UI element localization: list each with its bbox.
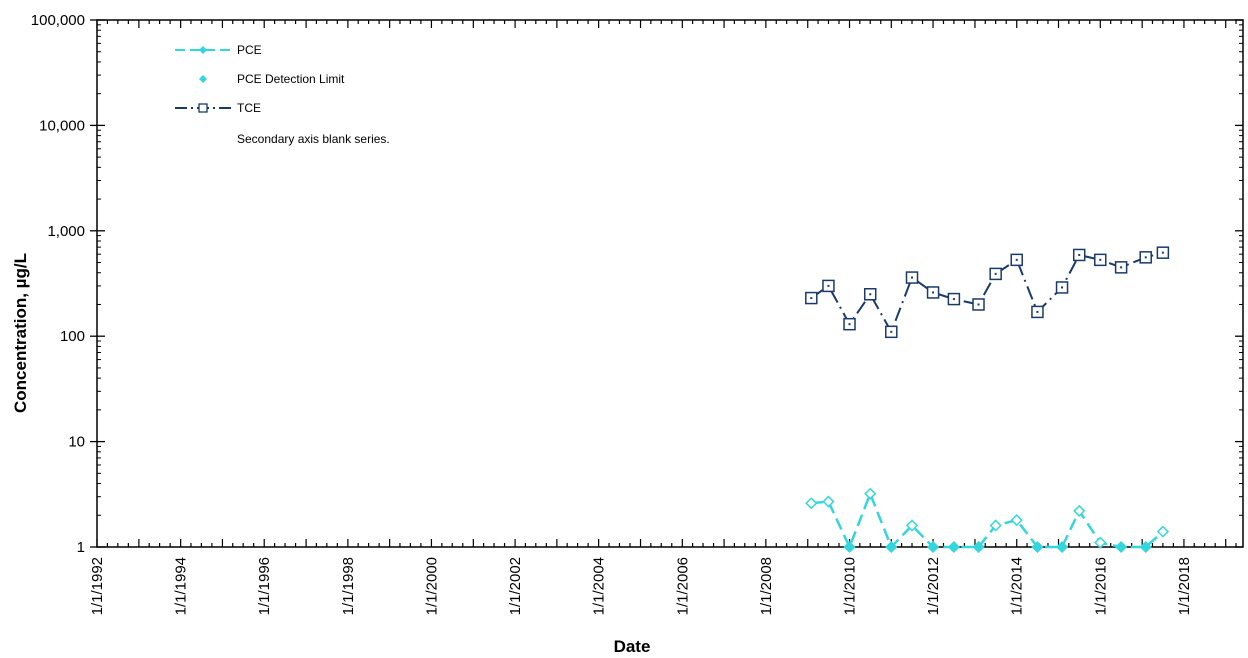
pce-detection-limit-point (844, 541, 855, 553)
x-tick-label: 1/1/2018 (1176, 557, 1193, 615)
tce-point-center (1144, 256, 1147, 259)
legend: PCE PCE Detection Limit TCE Secondary axis … (175, 43, 390, 146)
x-tick-label: 1/1/2010 (842, 557, 859, 615)
legend-label: PCE (237, 43, 262, 57)
x-tick-label: 1/1/2006 (674, 557, 691, 615)
tce-point-center (977, 303, 980, 306)
x-tick-label: 1/1/2000 (423, 557, 440, 615)
legend-label: PCE Detection Limit (237, 72, 345, 86)
y-axis-ticks: 1 10 100 1,000 10,000 100,000 (31, 12, 1243, 556)
legend-detection-limit-marker (199, 75, 207, 83)
x-tick-label: 1/1/2004 (591, 557, 608, 615)
tce-point-center (1036, 310, 1039, 313)
x-tick-label: 1/1/2008 (758, 557, 775, 615)
tce-point-center (827, 284, 830, 287)
pce-point (822, 495, 835, 508)
tce-point-center (1099, 258, 1102, 261)
pce-point (905, 519, 919, 532)
x-tick-label: 1/1/2014 (1009, 557, 1026, 615)
plot-area (96, 19, 1244, 548)
pce-point (1010, 514, 1023, 527)
legend-tce-marker (198, 103, 208, 113)
pce-detection-limit-point (886, 541, 897, 553)
x-tick-label: 1/1/2012 (925, 557, 942, 615)
y-tick-label: 1,000 (47, 223, 85, 240)
pce-point (1156, 525, 1169, 538)
pce-point (1094, 536, 1107, 549)
tce-point-center (1120, 266, 1123, 269)
tce-point-center (869, 293, 872, 296)
pce-detection-limit-point (927, 541, 939, 553)
y-tick-label: 10 (68, 434, 85, 451)
y-tick-label: 1 (77, 539, 85, 556)
tce-point-center (994, 272, 997, 275)
x-tick-label: 1/1/1998 (340, 557, 357, 615)
tce-point-center (848, 323, 851, 326)
x-tick-label: 1/1/1996 (256, 557, 273, 615)
tce-point-center (1061, 286, 1064, 289)
y-tick-label: 100,000 (31, 12, 85, 29)
pce-point (864, 487, 877, 500)
tce-point-center (890, 330, 893, 333)
y-tick-label: 100 (60, 328, 85, 345)
pce-point (1073, 504, 1086, 517)
legend-pce-marker (199, 46, 207, 54)
tce-point-center (911, 276, 914, 279)
pce-detection-limit-point (948, 541, 960, 553)
tce-point-center (1161, 251, 1164, 254)
x-axis-title: Date (614, 637, 651, 656)
pce-detection-limit-point (1115, 541, 1127, 553)
tce-point-center (810, 297, 813, 300)
legend-label: TCE (237, 101, 261, 115)
x-tick-label: 1/1/2016 (1092, 557, 1109, 615)
pce-line (811, 490, 1164, 551)
pce-point (805, 497, 818, 510)
legend-label: Secondary axis blank series. (237, 132, 390, 146)
x-axis-ticks: 1/1/1992 1/1/1994 1/1/1996 1/1/1998 1/1/2000… (89, 20, 1237, 615)
tce-point-center (1015, 258, 1018, 261)
plot-frame (96, 19, 1244, 548)
pce-detection-limit-point (973, 541, 984, 553)
tce-point-center (932, 291, 935, 294)
y-tick-label: 10,000 (39, 117, 85, 134)
series-layer (805, 246, 1170, 554)
x-tick-label: 1/1/1994 (173, 557, 190, 615)
pce-point (989, 519, 1002, 532)
x-tick-label: 1/1/1992 (89, 557, 106, 615)
pce-detection-limit-point (1140, 541, 1151, 553)
pce-detection-limit-point (1056, 541, 1068, 553)
tce-point-center (1078, 253, 1081, 256)
pce-detection-limit-point (1032, 541, 1043, 553)
tce-point-center (952, 298, 955, 301)
x-tick-label: 1/1/2002 (507, 557, 524, 615)
y-axis-title: Concentration, µg/L (11, 253, 30, 413)
